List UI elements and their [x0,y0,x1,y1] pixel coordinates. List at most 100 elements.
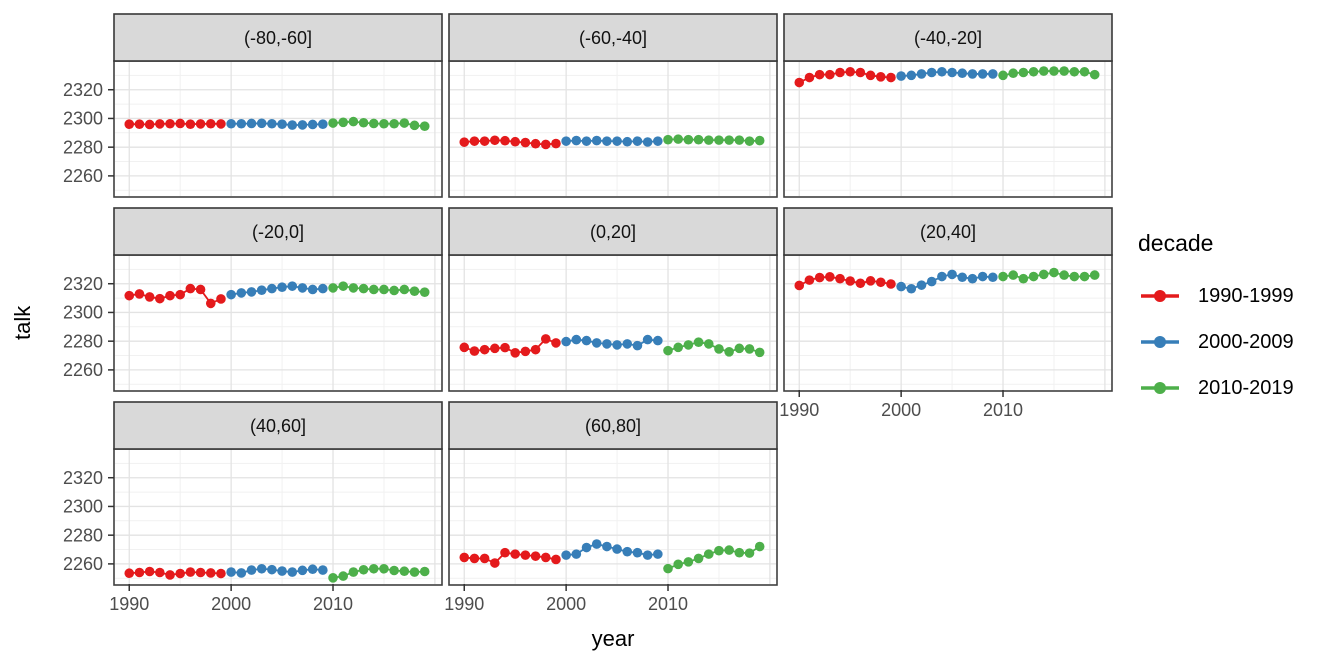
facet-strip-label: (-20,0] [252,222,304,242]
data-point [896,281,906,292]
x-tick-label: 2000 [881,400,921,420]
series-line [901,70,993,77]
facet-panel: (20,40] 1990 2000 2010 [779,207,1113,420]
data-point [724,135,734,145]
data-point [804,275,815,285]
x-axis-title: year [591,626,635,651]
data-point [855,278,866,289]
data-point [998,271,1008,282]
data-point [714,135,724,145]
data-point [561,550,571,560]
data-point [865,276,876,286]
data-point [155,293,165,304]
facet-strip [783,13,1113,62]
data-point [419,566,430,577]
data-point [744,136,755,146]
series-line [230,285,323,296]
data-point [663,134,673,145]
data-point [490,558,500,568]
data-point [683,557,694,567]
data-point [236,288,247,298]
data-point [469,136,480,146]
data-point [591,338,602,348]
legend-entry-label: 1990-1999 [1198,285,1294,307]
data-point [814,272,825,283]
data-point [205,568,216,578]
data-point [967,273,978,284]
panel-background [114,449,442,585]
facet-strip [113,13,443,62]
data-point [1049,66,1059,76]
facet-panel: (40,60] 2260 2280 2300 2320 1990 2000 2010 [63,401,443,614]
panel-background [114,61,442,197]
data-point [1038,66,1049,76]
y-tick-label: 2280 [63,525,103,545]
data-point [1059,270,1069,280]
data-point [916,69,927,79]
data-point [358,117,369,128]
series-line [464,551,557,565]
data-point [703,339,714,349]
data-point [612,544,622,554]
legend-entry: 2000-2009 [1138,328,1294,356]
data-point [754,541,765,552]
data-point [591,539,602,549]
data-point [875,71,886,82]
data-point [510,136,520,147]
data-point [673,559,683,570]
data-point [419,287,430,297]
data-point [1079,271,1090,282]
data-point [459,552,470,563]
data-point [297,565,308,576]
data-point [906,283,917,294]
data-point [937,66,947,77]
data-point [500,342,510,353]
legend-key-icon [1141,290,1179,302]
data-point [165,290,175,301]
legend-key-icon [1141,336,1179,348]
data-point [236,568,247,578]
facet-strip-label: (60,80] [585,416,641,436]
data-point [328,118,338,128]
data-point [479,344,490,355]
data-point [632,340,643,351]
data-point [256,563,267,574]
data-point [144,119,155,130]
facet-strip-label: (-60,-40] [579,28,647,48]
data-point [653,549,663,559]
data-point [632,136,643,146]
data-point [581,335,592,346]
data-point [540,334,551,344]
data-point [338,117,349,128]
data-point [754,135,765,146]
data-point [734,135,745,145]
data-point [947,67,957,78]
data-point [673,342,683,353]
data-point [886,72,896,83]
data-point [1028,66,1039,77]
x-tick-label: 2010 [983,400,1023,420]
data-point [642,334,653,345]
facet-strip [448,207,778,256]
data-point [287,120,298,130]
data-point [673,134,683,144]
legend-key-point [1154,382,1166,394]
data-point [389,565,399,576]
facet-strip [113,401,443,450]
data-point [896,71,906,81]
data-point [947,269,957,280]
data-point [277,566,287,576]
data-point [307,119,318,130]
data-point [409,567,420,577]
y-tick-label: 2280 [63,331,103,351]
data-point [175,568,185,579]
data-point [835,67,845,78]
y-tick-label: 2300 [63,497,103,517]
panel-background [784,61,1112,197]
data-point [185,567,196,577]
legend-key-point [1154,336,1166,348]
series-line [1002,70,1095,77]
data-point [267,564,277,575]
data-point [794,77,805,88]
